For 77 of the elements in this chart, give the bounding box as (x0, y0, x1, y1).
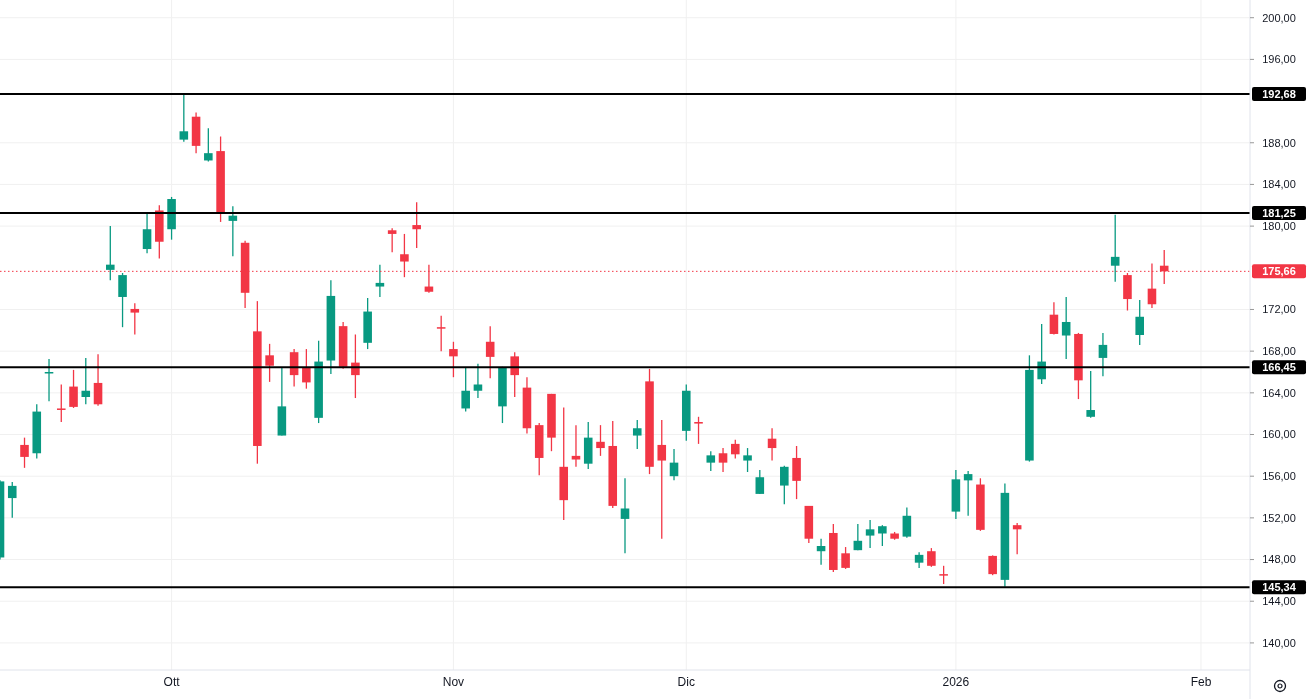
candlestick (179, 94, 189, 143)
candlestick (81, 357, 91, 405)
y-tick-label: 164,00 (1262, 386, 1296, 399)
ref-line-label: 181,25 (1262, 206, 1296, 219)
candlestick (412, 201, 421, 249)
candlestick (755, 469, 765, 495)
y-tick-label: 144,00 (1262, 595, 1296, 608)
y-tick-label: 200,00 (1262, 11, 1296, 24)
candlestick (731, 439, 740, 460)
candlestick (7, 481, 17, 519)
candlestick (130, 302, 140, 336)
candlestick (632, 419, 642, 450)
candlestick (375, 264, 385, 298)
candlestick (449, 341, 458, 378)
x-tick-label: Dic (677, 675, 695, 689)
candlestick (780, 465, 789, 505)
candlestick (1049, 301, 1059, 336)
candlestick (461, 367, 470, 413)
x-tick-label: 2026 (942, 675, 970, 689)
y-tick-label: 140,00 (1262, 636, 1296, 649)
candlestick (939, 565, 948, 585)
candlestick (1061, 296, 1071, 360)
candlestick (1123, 272, 1132, 312)
y-tick-label: 168,00 (1262, 345, 1296, 357)
x-tick-label: Ott (163, 675, 181, 689)
candlestick (1086, 370, 1095, 419)
ref-line-label: 166,45 (1262, 361, 1296, 374)
candlestick (596, 424, 605, 457)
candlestick (853, 523, 863, 551)
x-tick-label: Nov (442, 675, 465, 689)
candlestick (93, 353, 103, 407)
candlestick (902, 506, 912, 539)
x-tick-label: Feb (1190, 675, 1212, 689)
candlestick (106, 225, 115, 281)
candlestick (1135, 299, 1144, 346)
candlestick (436, 315, 446, 352)
candlestick (142, 212, 152, 254)
candlestick (510, 351, 519, 398)
candlestick (706, 450, 716, 472)
candlestick (571, 424, 581, 468)
candlestick (792, 445, 801, 500)
y-tick-label: 172,00 (1262, 303, 1296, 316)
candlestick (387, 227, 397, 253)
y-tick-label: 184,00 (1262, 178, 1296, 191)
candlestick (718, 447, 728, 473)
candlestick (118, 272, 127, 328)
candlestick (878, 524, 887, 547)
candlestick (69, 369, 78, 409)
candlestick (20, 436, 29, 469)
candlestick (1098, 332, 1108, 377)
candlestick (265, 343, 274, 383)
candlestick (485, 325, 495, 379)
y-tick-label: 152,00 (1262, 511, 1296, 524)
ref-line-label: 145,34 (1262, 581, 1297, 594)
candlestick (1110, 214, 1120, 283)
candlestick (694, 416, 703, 445)
candlestick (669, 448, 679, 482)
ref-line-label: 192,68 (1262, 87, 1296, 100)
candlestick (767, 427, 777, 462)
ref-line-label: 175,66 (1262, 265, 1296, 278)
candlestick (841, 546, 850, 570)
y-tick-label: 196,00 (1262, 53, 1296, 66)
candlestick (927, 547, 936, 568)
y-tick-label: 160,00 (1262, 428, 1296, 441)
candlestick (473, 363, 483, 399)
candlestick (302, 348, 311, 390)
candlestick (743, 447, 752, 473)
candlestick (620, 477, 630, 554)
y-tick-label: 148,00 (1262, 553, 1296, 566)
candlestick (657, 419, 667, 540)
y-tick-label: 156,00 (1262, 470, 1296, 483)
candlestick (56, 383, 66, 423)
candlestick (988, 554, 997, 576)
y-tick-label: 180,00 (1262, 219, 1296, 232)
candlestick (865, 519, 875, 549)
candlestick (204, 127, 213, 163)
y-tick-label: 188,00 (1262, 136, 1296, 149)
